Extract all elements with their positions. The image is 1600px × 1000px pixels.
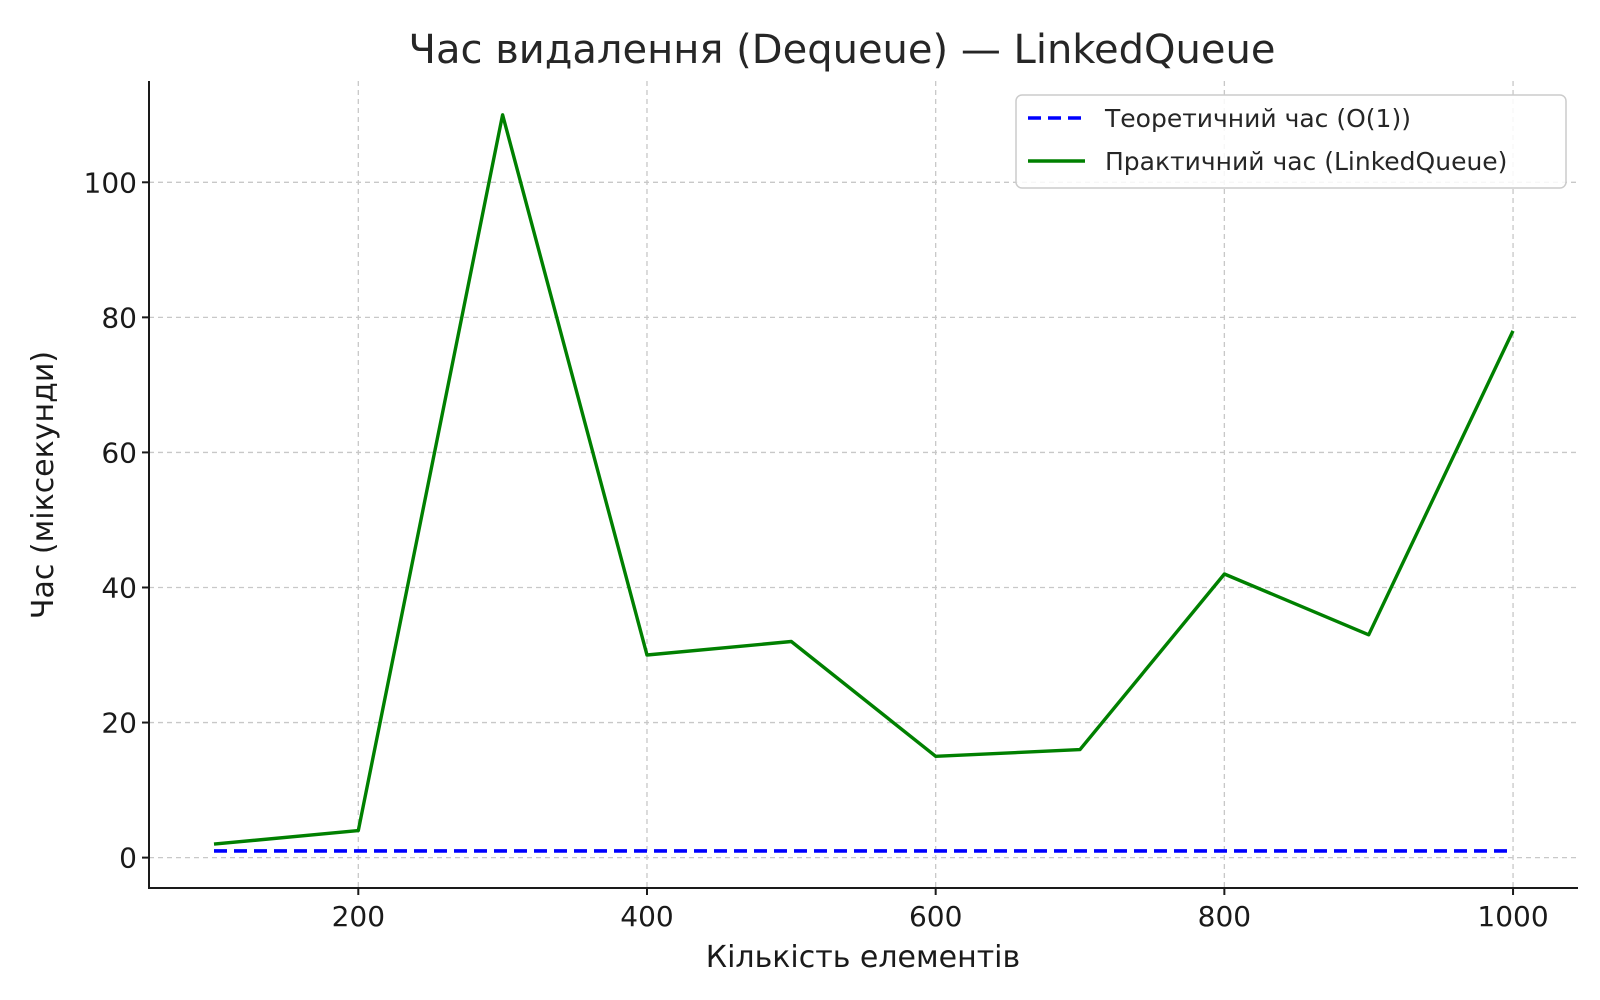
legend-box xyxy=(1015,94,1567,189)
y-axis-ticks: 0 20 40 60 80 100 xyxy=(84,166,149,875)
grid xyxy=(149,81,1578,888)
x-tick-label: 400 xyxy=(620,900,673,933)
axes xyxy=(148,81,1578,889)
series-line-1 xyxy=(213,113,1515,846)
y-tick-label: 100 xyxy=(84,166,137,199)
series-lines xyxy=(213,113,1515,853)
y-tick-label: 20 xyxy=(101,707,137,740)
x-tick-label: 800 xyxy=(1198,900,1251,933)
y-tick-label: 40 xyxy=(101,571,137,604)
y-tick-label: 60 xyxy=(101,436,137,469)
x-axis-label: Кількість елементів xyxy=(706,940,1020,975)
x-tick-label: 600 xyxy=(909,900,962,933)
legend-label-0: Теоретичний час (O(1)) xyxy=(1104,104,1411,133)
y-tick-label: 80 xyxy=(101,301,137,334)
x-tick-label: 200 xyxy=(332,900,385,933)
legend-label-1: Практичний час (LinkedQueue) xyxy=(1105,147,1507,176)
legend: Теоретичний час (O(1)) Практичний час (Li… xyxy=(1015,94,1567,189)
chart-title: Час видалення (Dequeue) — LinkedQueue xyxy=(409,27,1276,73)
y-axis-label: Час (мiксекунди) xyxy=(26,351,61,619)
y-tick-label: 0 xyxy=(119,842,137,875)
x-tick-label: 1000 xyxy=(1477,900,1548,933)
x-axis-ticks: 200 400 600 800 1000 xyxy=(332,888,1549,933)
